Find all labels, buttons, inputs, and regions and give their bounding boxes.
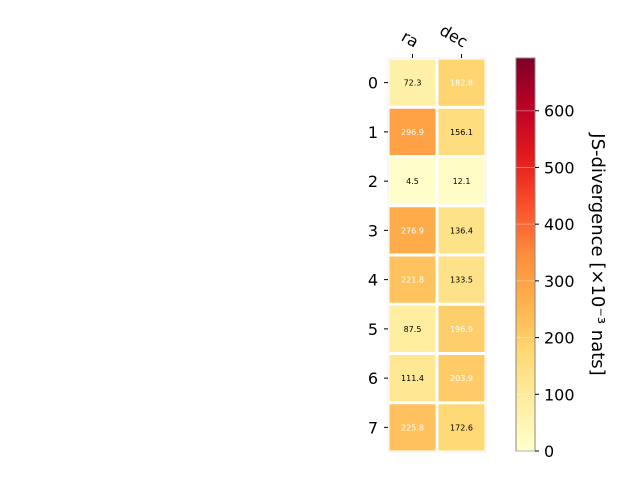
row-label: 7 xyxy=(368,418,378,437)
colorbar-tick-label: 0 xyxy=(544,442,554,461)
cell-value-label: 72.3 xyxy=(404,79,422,88)
row-label: 1 xyxy=(368,123,378,142)
cell-value-label: 172.6 xyxy=(450,423,473,432)
cell-value-label: 203.9 xyxy=(450,374,473,383)
heatmap-cell xyxy=(389,158,436,205)
heatmap-cell xyxy=(438,305,485,352)
cell-value-label: 221.8 xyxy=(401,276,424,285)
column-labels: ra dec xyxy=(398,21,471,58)
colorbar-tick-label: 100 xyxy=(544,385,575,404)
heatmap-cell xyxy=(389,305,436,352)
heatmap-grid: 72.3 182.8 296.9 156.1 4.5 12.1 276.9 136.4 221.… xyxy=(387,57,487,453)
heatmap-frame xyxy=(387,57,487,453)
cell-value-label: 276.9 xyxy=(401,226,424,235)
row-label: 6 xyxy=(368,369,378,388)
heatmap-cell xyxy=(438,256,485,303)
cell-value-label: 296.9 xyxy=(401,128,424,137)
cell-value-label: 133.5 xyxy=(450,276,473,285)
row-label: 3 xyxy=(368,221,378,240)
heatmap-cell xyxy=(389,256,436,303)
cell-value-label: 111.4 xyxy=(401,374,424,383)
colorbar-tick-label: 200 xyxy=(544,329,575,348)
heatmap-cell xyxy=(389,404,436,451)
heatmap-cell xyxy=(438,207,485,254)
cell-value-label: 156.1 xyxy=(450,128,473,137)
heatmap-cell xyxy=(438,404,485,451)
colorbar: 0 100 200 300 400 500 600 JS-divergence [×10⁻³ … xyxy=(515,57,608,461)
row-label: 5 xyxy=(368,320,378,339)
heatmap-cell xyxy=(438,59,485,106)
colorbar-tick-label: 400 xyxy=(544,215,575,234)
column-label: ra xyxy=(398,27,422,52)
row-label: 0 xyxy=(368,74,378,93)
cell-value-label: 196.9 xyxy=(450,325,473,334)
column-label: dec xyxy=(437,21,471,52)
row-label: 4 xyxy=(368,271,378,290)
row-labels: 0 1 2 3 4 5 6 7 xyxy=(368,74,388,437)
row-label: 2 xyxy=(368,172,378,191)
heatmap-cell xyxy=(438,108,485,155)
heatmap-cell xyxy=(389,59,436,106)
heatmap-cell xyxy=(438,158,485,205)
cell-value-label: 136.4 xyxy=(450,226,473,235)
cell-value-label: 12.1 xyxy=(453,177,471,186)
cell-value-label: 87.5 xyxy=(404,325,422,334)
cell-value-label: 182.8 xyxy=(450,79,473,88)
colorbar-tick-label: 500 xyxy=(544,158,575,177)
colorbar-tick-label: 600 xyxy=(544,102,575,121)
cell-value-label: 4.5 xyxy=(406,177,419,186)
heatmap-cell xyxy=(438,355,485,402)
heatmap-cell xyxy=(389,108,436,155)
heatmap-cell xyxy=(389,355,436,402)
heatmap-cell xyxy=(389,207,436,254)
cell-value-label: 225.8 xyxy=(401,423,424,432)
colorbar-label: JS-divergence [×10⁻³ nats] xyxy=(587,132,608,375)
colorbar-gradient xyxy=(515,57,536,452)
colorbar-tick-label: 300 xyxy=(544,272,575,291)
